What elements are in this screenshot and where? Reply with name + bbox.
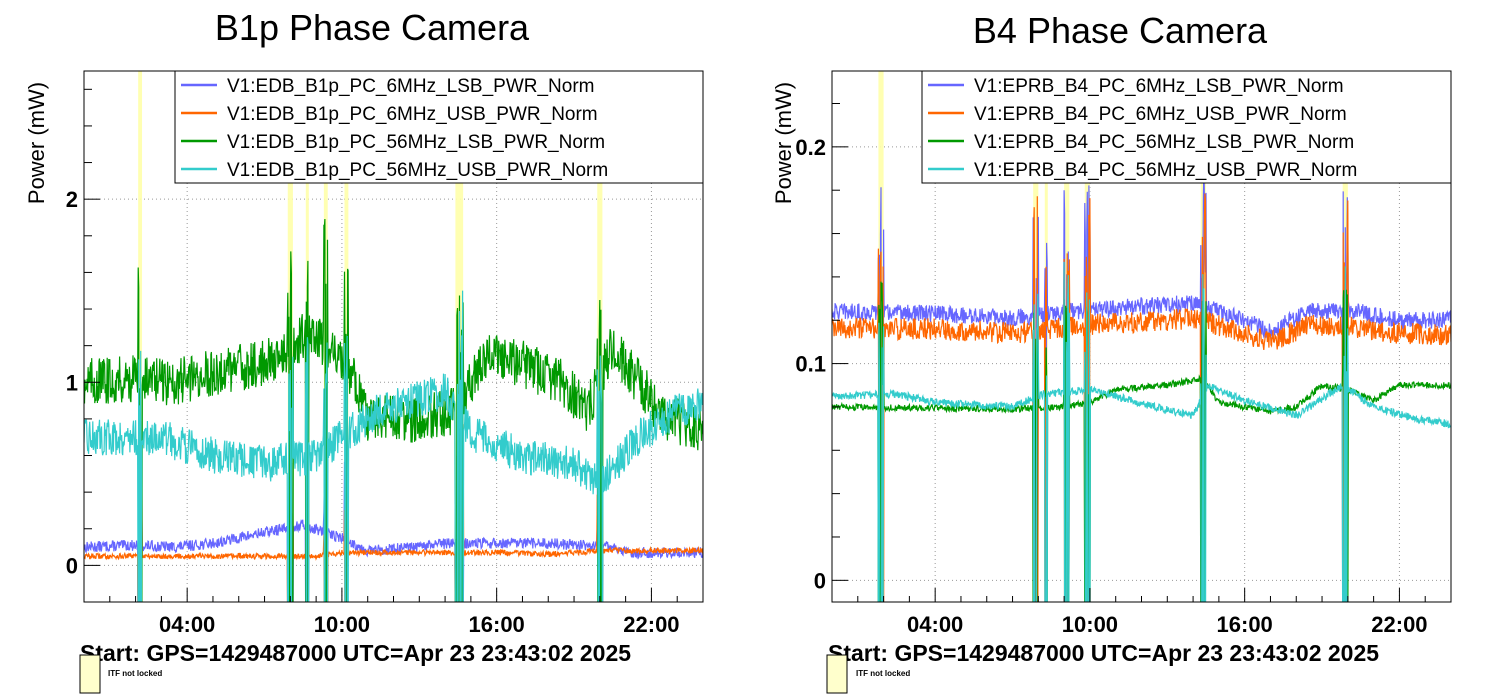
series-line-1: [832, 193, 1451, 602]
itf-not-locked-swatch: [79, 654, 101, 694]
chart-panel-b4: B4 Phase Camera Power (mW) Start: GPS=14…: [771, 10, 1452, 694]
y-tick-label: 0.1: [795, 352, 826, 377]
legend-box: [174, 70, 704, 184]
legend-label: V1:EDB_B1p_PC_56MHz_USB_PWR_Norm: [227, 160, 608, 181]
series-line-3: [832, 261, 1451, 602]
plot-area: [832, 71, 1451, 602]
legend-label: V1:EDB_B1p_PC_56MHz_LSB_PWR_Norm: [227, 132, 605, 153]
legend-label: V1:EDB_B1p_PC_6MHz_USB_PWR_Norm: [227, 104, 598, 125]
y-tick-label: 2: [66, 187, 78, 212]
legend-label: V1:EDB_B1p_PC_6MHz_LSB_PWR_Norm: [227, 76, 595, 97]
chart-title: B1p Phase Camera: [215, 7, 530, 48]
legend-label: V1:EPRB_B4_PC_56MHz_USB_PWR_Norm: [974, 160, 1357, 181]
legend: V1:EDB_B1p_PC_6MHz_LSB_PWR_Norm V1:EDB_B1…: [174, 70, 704, 184]
series-line-2: [832, 281, 1451, 602]
itf-not-locked-label: ITF not locked: [856, 669, 910, 678]
y-tick-label: 1: [66, 370, 78, 395]
x-tick-label: 16:00: [469, 612, 525, 637]
x-tick-label: 10:00: [1062, 612, 1118, 637]
chart-title: B4 Phase Camera: [973, 10, 1268, 51]
series-line-0: [84, 416, 703, 602]
x-tick-label: 10:00: [314, 612, 370, 637]
legend-label: V1:EPRB_B4_PC_56MHz_LSB_PWR_Norm: [974, 132, 1354, 153]
series-line-2: [84, 218, 703, 602]
legend-box: [921, 70, 1452, 184]
legend-label: V1:EPRB_B4_PC_6MHz_USB_PWR_Norm: [974, 104, 1347, 125]
legend: V1:EPRB_B4_PC_6MHz_LSB_PWR_Norm V1:EPRB_B…: [921, 70, 1452, 184]
itf-not-locked-band: [138, 71, 143, 602]
x-tick-label: 22:00: [623, 612, 679, 637]
start-time-footer: Start: GPS=1429487000 UTC=Apr 23 23:43:0…: [80, 640, 631, 666]
start-time-footer: Start: GPS=1429487000 UTC=Apr 23 23:43:0…: [828, 640, 1379, 666]
x-tick-label: 04:00: [907, 612, 963, 637]
chart-panel-b1p: B1p Phase Camera Power (mW) Start: GPS=1…: [24, 7, 704, 694]
series-line-0: [832, 167, 1451, 602]
itf-not-locked-label: ITF not locked: [108, 669, 162, 678]
y-axis-label: Power (mW): [771, 82, 796, 204]
y-tick-label: 0: [814, 568, 826, 593]
y-tick-label: 0.2: [795, 135, 826, 160]
y-tick-label: 0: [66, 553, 78, 578]
x-tick-label: 22:00: [1371, 612, 1427, 637]
series-line-3: [84, 290, 703, 602]
x-tick-label: 16:00: [1217, 612, 1273, 637]
legend-label: V1:EPRB_B4_PC_6MHz_LSB_PWR_Norm: [974, 76, 1344, 97]
y-axis-label: Power (mW): [24, 82, 49, 204]
itf-not-locked-swatch: [826, 654, 848, 694]
x-tick-label: 04:00: [159, 612, 215, 637]
